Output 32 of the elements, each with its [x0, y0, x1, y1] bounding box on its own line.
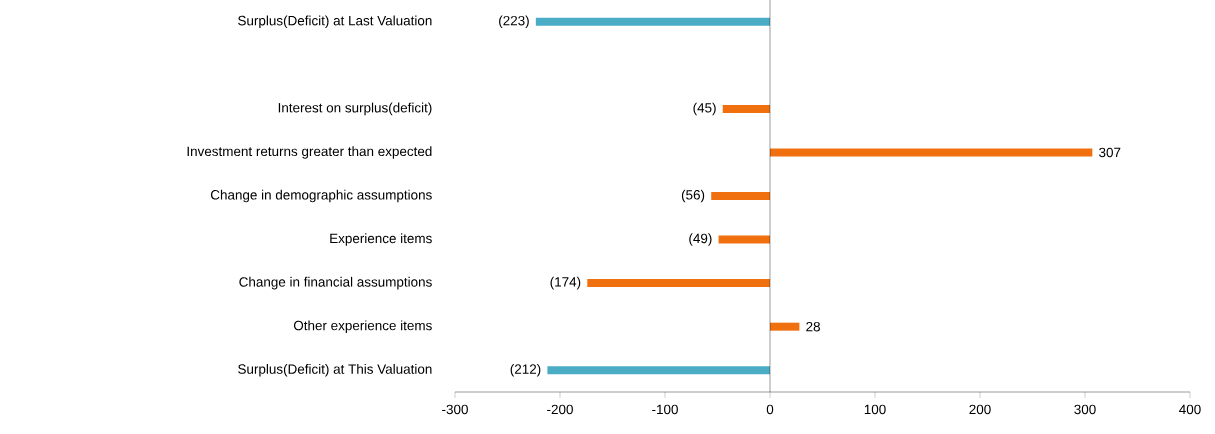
y-tick-label: Change in demographic assumptions — [210, 189, 432, 203]
bar — [722, 104, 770, 113]
y-tick-label: Other experience items — [293, 320, 432, 333]
x-tick-label: 0 — [766, 404, 774, 415]
data-label: (174) — [550, 276, 581, 290]
data-label: (45) — [693, 102, 716, 116]
data-label: (223) — [499, 15, 529, 29]
bar — [718, 235, 770, 244]
data-label: (56) — [681, 189, 705, 203]
y-tick-label: Change in financial assumptions — [239, 276, 432, 290]
x-tick-label: -300 — [442, 404, 468, 415]
data-label: 28 — [806, 321, 820, 332]
x-tick-label: -100 — [652, 404, 678, 415]
x-tick-label: 300 — [1074, 404, 1096, 415]
bar — [535, 17, 770, 26]
data-label: 307 — [1099, 147, 1121, 158]
x-tick-label: 200 — [969, 404, 991, 415]
y-tick-label: Experience items — [330, 233, 432, 246]
bar — [587, 279, 770, 288]
y-tick-label: Investment returns greater than expected — [187, 146, 432, 159]
x-tick-label: 400 — [1179, 404, 1201, 415]
y-tick-label: Surplus(Deficit) at This Valuation — [238, 363, 432, 377]
y-tick-label: Interest on surplus(deficit) — [278, 102, 432, 116]
bar — [547, 366, 770, 375]
y-tick-label: Surplus(Deficit) at Last Valuation — [238, 15, 432, 29]
bar — [770, 148, 1093, 157]
x-tick-label: -200 — [547, 404, 573, 415]
data-label: (49) — [689, 233, 712, 246]
x-tick-label: 100 — [864, 404, 886, 415]
bar — [711, 192, 770, 201]
bar — [770, 322, 800, 331]
data-label: (212) — [510, 363, 541, 377]
